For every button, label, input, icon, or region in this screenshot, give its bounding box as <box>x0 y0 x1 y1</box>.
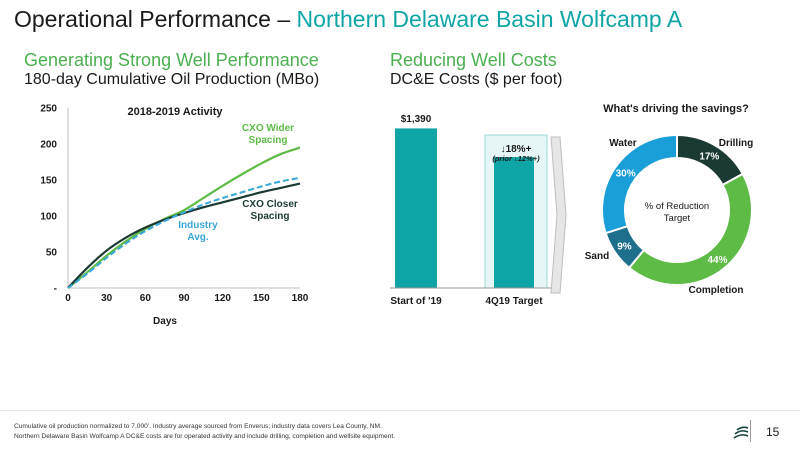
donut-slice-label-completion: 44% <box>707 255 727 266</box>
x-tick-label: 0 <box>65 293 71 304</box>
footnote-1: Cumulative oil production normalized to … <box>14 423 382 430</box>
page-title-highlight: Northern Delaware Basin Wolfcamp A <box>296 6 683 32</box>
donut-center-line1: % of Reduction <box>645 201 709 212</box>
series-label-industry-line1: Industry <box>178 220 218 231</box>
series-label-wider-line2: Spacing <box>249 135 288 146</box>
x-tick-label: 150 <box>253 293 270 304</box>
series-label-closer-line2: Spacing <box>251 211 290 222</box>
donut-slice-label-sand: 9% <box>617 242 632 253</box>
series-label-industry: Industry Avg. <box>178 220 218 243</box>
x-axis-label: Days <box>153 316 177 327</box>
savings-annotation: ↓18%+ <box>501 144 532 155</box>
slice-name-drilling: Drilling <box>719 138 753 149</box>
y-tick-label: 250 <box>40 104 57 115</box>
line-chart-axes <box>67 108 300 289</box>
page-number: 15 <box>766 425 780 439</box>
page-title-prefix: Operational Performance – <box>14 6 297 32</box>
bar-category-target: 4Q19 Target <box>485 296 543 307</box>
concho-logo-icon <box>733 426 749 439</box>
y-tick-label: 150 <box>40 176 57 187</box>
slice-name-water: Water <box>609 138 637 149</box>
x-tick-label: 180 <box>292 293 309 304</box>
x-tick-label: 30 <box>101 293 113 304</box>
donut-slice-label-water: 30% <box>616 169 636 180</box>
x-tick-label: 60 <box>140 293 152 304</box>
donut-title: What's driving the savings? <box>603 103 749 115</box>
slice-name-sand: Sand <box>585 251 609 262</box>
footnote-2: Northern Delaware Basin Wolfcamp A DC&E … <box>14 432 396 440</box>
left-section-subtitle: 180-day Cumulative Oil Production (MBo) <box>24 71 320 88</box>
donut-center-line2: Target <box>664 213 691 224</box>
line-series <box>67 146 301 289</box>
x-tick-label: 120 <box>214 293 231 304</box>
series-line-wider <box>67 146 301 289</box>
left-section-title: Generating Strong Well Performance <box>24 50 319 70</box>
bar-value-label-start: $1,390 <box>401 114 432 125</box>
bar-4q19-target <box>494 157 534 288</box>
series-label-wider-line1: CXO Wider <box>242 123 294 134</box>
footer-divider-line <box>0 410 800 411</box>
savings-donut: 17% 44% 9% 30% <box>601 133 753 286</box>
bar-category-start: Start of '19 <box>390 296 442 307</box>
y-tick-labels: - 50 100 150 200 250 <box>40 104 57 295</box>
line-chart-title: 2018-2019 Activity <box>128 106 224 118</box>
savings-annotation-prior: (prior ↓12%+) <box>492 154 540 163</box>
donut-slice-completion <box>627 172 753 286</box>
y-tick-label: 100 <box>40 212 57 223</box>
right-section-title: Reducing Well Costs <box>390 50 557 70</box>
chevron-connector <box>550 136 567 294</box>
production-line-chart: - 50 100 150 200 250 0 30 60 90 120 150 180 2018-20… <box>40 104 309 328</box>
bar-start-of-19 <box>395 128 437 288</box>
page-title: Operational Performance – Northern Delaw… <box>14 6 682 33</box>
cost-charts: $1,390 ↓18%+ (prior ↓12%+) Start of '19 … <box>390 103 753 307</box>
series-label-closer-line1: CXO Closer <box>242 199 298 210</box>
page-number-divider <box>750 420 751 442</box>
y-tick-label: 200 <box>40 140 57 151</box>
footnotes: Cumulative oil production normalized to … <box>14 422 395 441</box>
series-label-industry-line2: Avg. <box>187 232 209 243</box>
x-tick-labels: 0 30 60 90 120 150 180 <box>65 293 309 304</box>
slice-name-completion: Completion <box>689 285 744 296</box>
donut-slice-water <box>601 133 678 235</box>
x-tick-label: 90 <box>178 293 190 304</box>
donut-slice-label-drilling: 17% <box>699 151 719 162</box>
y-tick-label: - <box>54 284 57 295</box>
cost-bars <box>395 128 437 288</box>
y-tick-label: 50 <box>46 248 58 259</box>
right-section-subtitle: DC&E Costs ($ per foot) <box>390 71 563 88</box>
series-line-industry <box>67 176 301 289</box>
series-label-closer: CXO Closer Spacing <box>242 199 298 222</box>
series-label-wider: CXO Wider Spacing <box>242 123 294 146</box>
